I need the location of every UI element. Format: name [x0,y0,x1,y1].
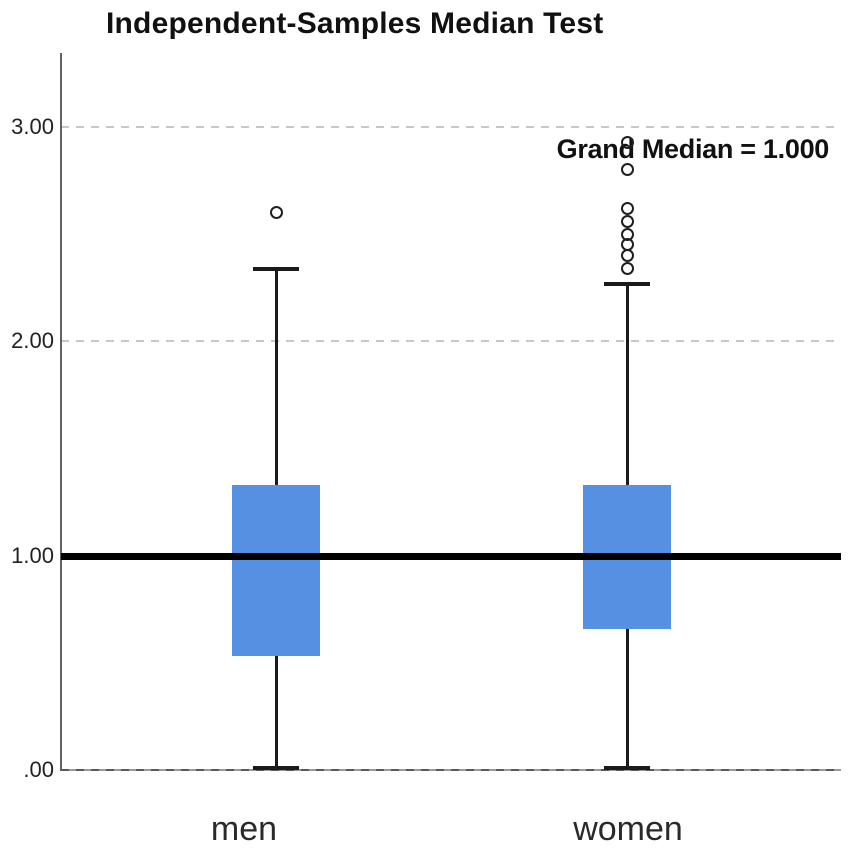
y-axis-line [60,53,62,771]
whisker-upper-men [275,268,278,485]
whisker-cap-top-men [253,266,299,271]
whisker-lower-men [275,656,278,770]
y-tick-label-.00: .00 [23,757,54,782]
whisker-cap-bottom-women [604,766,650,770]
gridline-3 [61,126,841,129]
category-label-men: men [210,810,278,848]
chart-title: Independent-Samples Median Test [106,7,604,40]
outlier-men-2.6 [269,206,283,220]
outlier-women-2.62 [620,202,634,216]
outlier-women-2.56 [620,214,634,228]
outlier-women-2.93 [620,135,634,149]
outlier-women-2.5 [620,227,634,241]
whisker-lower-women [626,628,629,770]
gridline-0 [61,769,841,771]
outlier-women-2.34 [620,262,634,276]
outlier-women-2.4 [620,249,634,263]
y-tick-label-2.00: 2.00 [11,328,54,354]
outlier-women-2.8 [620,163,634,177]
whisker-cap-top-women [604,281,650,286]
gridline-2 [61,340,841,343]
whisker-upper-women [626,283,629,485]
y-tick-label-3.00: 3.00 [11,114,54,140]
grand-median-annotation: Grand Median = 1.000 [556,134,830,164]
y-tick-label-1.00: 1.00 [11,542,54,568]
box-men [232,484,320,657]
grand-median-line [61,552,841,560]
category-label-women: women [573,810,683,848]
whisker-cap-bottom-men [253,766,299,770]
